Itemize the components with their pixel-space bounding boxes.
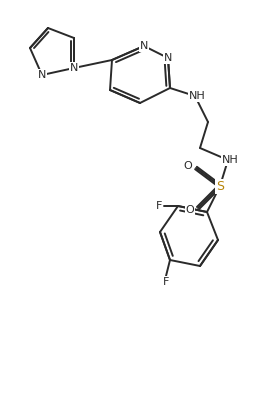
Text: N: N (70, 63, 78, 73)
Text: F: F (163, 277, 169, 287)
Text: NH: NH (189, 91, 205, 101)
Text: N: N (164, 53, 172, 63)
Text: O: O (186, 205, 194, 215)
Text: F: F (156, 201, 162, 211)
Text: N: N (140, 41, 148, 51)
Text: S: S (216, 179, 224, 193)
Text: NH: NH (222, 155, 238, 165)
Text: O: O (183, 161, 192, 171)
Text: N: N (38, 70, 46, 80)
